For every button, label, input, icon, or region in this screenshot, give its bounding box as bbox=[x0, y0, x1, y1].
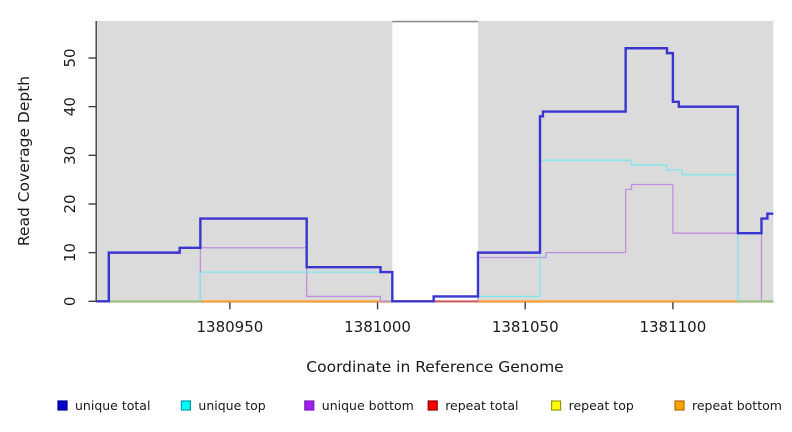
y-tick-label: 10 bbox=[61, 243, 79, 262]
x-tick-label: 1380950 bbox=[196, 318, 263, 336]
legend-swatch bbox=[427, 400, 438, 411]
legend-swatch bbox=[304, 400, 315, 411]
axes: 1380950 1381000 1381050 1381100 0 10 20 30 40 50 bbox=[61, 21, 774, 336]
legend-item-label: repeat total bbox=[445, 398, 518, 413]
legend-swatch bbox=[674, 400, 685, 411]
x-axis-title: Coordinate in Reference Genome bbox=[306, 358, 563, 376]
y-tick-label: 50 bbox=[61, 48, 79, 67]
legend-item-unique-top: unique top bbox=[180, 398, 266, 413]
legend-item-label: unique top bbox=[198, 398, 265, 413]
series-lines bbox=[97, 47, 774, 303]
series-unique-top bbox=[97, 159, 774, 302]
legend-item-repeat-bottom: repeat bottom bbox=[674, 398, 782, 413]
series-unique-total bbox=[97, 47, 774, 303]
coverage-band bbox=[97, 21, 393, 303]
legend-item-repeat-top: repeat top bbox=[550, 398, 634, 413]
x-tick-label: 1381100 bbox=[639, 318, 706, 336]
legend-item-unique-bottom: unique bottom bbox=[304, 398, 414, 413]
legend-item-repeat-total: repeat total bbox=[427, 398, 519, 413]
legend-item-label: repeat bottom bbox=[692, 398, 782, 413]
y-axis-title: Read Coverage Depth bbox=[15, 76, 33, 246]
legend: unique total unique top unique bottom repea… bbox=[57, 398, 782, 413]
y-tick-label: 20 bbox=[61, 194, 79, 213]
x-tick-label: 1381000 bbox=[344, 318, 411, 336]
y-tick-label: 0 bbox=[61, 297, 79, 307]
legend-item-label: unique total bbox=[75, 398, 150, 413]
x-tick-label: 1381050 bbox=[492, 318, 559, 336]
legend-item-label: unique bottom bbox=[322, 398, 414, 413]
legend-swatch bbox=[550, 400, 562, 411]
y-tick-label: 40 bbox=[61, 97, 79, 116]
legend-swatch bbox=[57, 400, 68, 411]
y-tick-label: 30 bbox=[61, 146, 79, 165]
legend-item-unique-total: unique total bbox=[57, 398, 150, 413]
legend-item-label: repeat top bbox=[569, 398, 634, 413]
legend-swatch bbox=[180, 400, 191, 411]
